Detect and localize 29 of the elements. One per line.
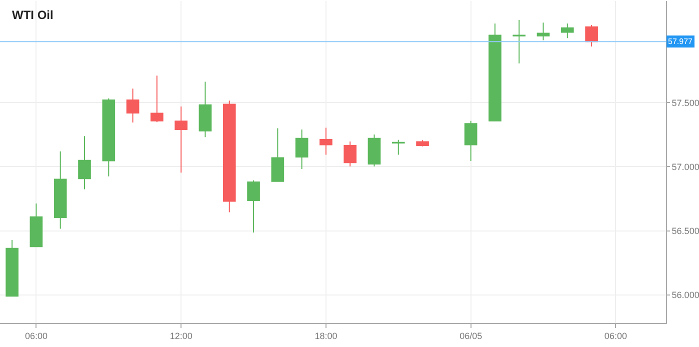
candlestick <box>416 140 429 147</box>
candlestick <box>222 100 236 213</box>
ref-line-label: 57.977 <box>668 37 694 46</box>
x-tick-label: 18:00 <box>314 330 338 341</box>
candlestick <box>392 139 405 156</box>
candlestick <box>295 128 308 170</box>
candlestick <box>174 106 188 174</box>
candlestick <box>150 75 164 123</box>
y-tick-label: 56.000 <box>672 290 699 300</box>
candlestick <box>320 127 332 156</box>
x-tick-label: 06:00 <box>24 330 48 341</box>
candlestick <box>198 81 212 138</box>
candlestick <box>78 136 91 190</box>
candlestick <box>247 180 260 233</box>
candlestick <box>271 128 284 182</box>
y-tick-label: 56.500 <box>672 226 699 236</box>
candlestick <box>344 141 357 167</box>
y-tick-label: 57.500 <box>672 98 699 108</box>
candlestick <box>6 240 18 297</box>
x-tick-label: 06:00 <box>604 330 627 341</box>
candlestick <box>126 88 140 124</box>
x-tick-label: 06/05 <box>460 330 482 341</box>
text: WTI Oil <box>12 8 54 22</box>
candlestick <box>30 203 43 248</box>
candlestick <box>102 98 116 177</box>
y-tick-label: 57.000 <box>672 162 699 172</box>
candlestick <box>368 134 381 167</box>
candlestick <box>54 150 67 230</box>
x-tick-label: 12:00 <box>170 330 192 341</box>
